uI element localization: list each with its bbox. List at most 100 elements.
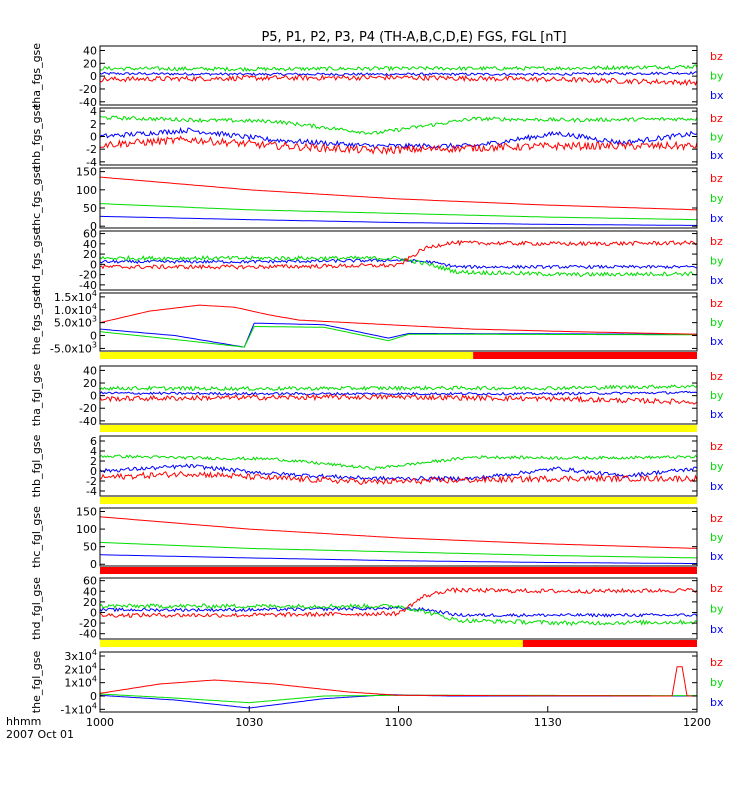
series-bz-line — [99, 304, 697, 335]
legend-bx: bx — [710, 480, 724, 493]
status-bar-segment — [473, 352, 697, 359]
series-by-line — [99, 326, 697, 348]
y-axis-label: the_fgs_gse — [30, 289, 43, 354]
y-tick-label: -40 — [79, 279, 97, 292]
legend-bz: bz — [710, 172, 723, 185]
y-tick-label: 0 — [90, 606, 97, 619]
legend-bz: bz — [710, 50, 723, 63]
y-tick-label: -1x104 — [60, 701, 97, 716]
series-by-line — [99, 64, 698, 72]
legend-by: by — [710, 131, 724, 144]
y-tick-label: 0 — [90, 558, 97, 571]
chart-title: P5, P1, P2, P3, P4 (TH-A,B,C,D,E) FGS, F… — [261, 30, 566, 45]
y-tick-label: 40 — [83, 44, 97, 57]
status-bar-segment — [100, 352, 474, 359]
x-axis-label-hhmm: hhmm — [6, 715, 41, 728]
y-tick-label: 0 — [90, 465, 97, 478]
legend-by: by — [710, 603, 724, 616]
legend-by: by — [710, 389, 724, 402]
y-tick-label: 150 — [76, 506, 97, 519]
y-tick-label: -40 — [79, 628, 97, 641]
legend-bz: bz — [710, 297, 723, 310]
y-tick-label: 50 — [83, 541, 97, 554]
y-tick-label: 40 — [83, 238, 97, 251]
y-axis-label: thd_fgl_gse — [30, 577, 43, 640]
y-tick-label: 60 — [83, 228, 97, 241]
y-axis-label: thb_fgs_gse — [30, 104, 43, 170]
panel-frame — [99, 577, 698, 640]
legend-bx: bx — [710, 89, 724, 102]
legend-by: by — [710, 316, 724, 329]
panel-thb-fgs: 420-2-4 thb_fgs_gse bz by bx — [30, 104, 724, 170]
y-tick-label: -4 — [86, 485, 97, 498]
status-bar-segment — [100, 640, 523, 647]
y-tick-label: 40 — [83, 364, 97, 377]
legend-bz: bz — [710, 656, 723, 669]
legend-bz: bz — [710, 112, 723, 125]
y-tick-label: -20 — [79, 269, 97, 282]
panel-frame — [99, 230, 698, 291]
series-by-line — [99, 602, 698, 627]
panel-frame — [99, 167, 698, 229]
y-tick-label: 60 — [83, 575, 97, 588]
y-tick-label: 2x104 — [64, 661, 97, 676]
series-bx-line — [99, 126, 698, 150]
panel-frame — [99, 45, 698, 106]
legend-bx: bx — [710, 212, 724, 225]
series-by-line — [99, 384, 698, 392]
y-tick-label: 4 — [90, 445, 97, 458]
legend-bz: bz — [710, 440, 723, 453]
y-tick-label: -20 — [79, 402, 97, 415]
legend-bx: bx — [710, 274, 724, 287]
series-by-line — [99, 454, 698, 471]
x-tick-label: 1100 — [385, 716, 413, 729]
panel-frame — [99, 435, 698, 497]
series-by-line — [99, 254, 698, 278]
y-tick-label: 40 — [83, 585, 97, 598]
series-bx-line — [100, 215, 698, 226]
series-bz-line — [99, 666, 697, 697]
y-tick-label: 20 — [83, 248, 97, 261]
series-by-line — [99, 115, 698, 135]
legend-by: by — [710, 676, 724, 689]
series-bx-line — [99, 71, 698, 77]
y-tick-label: -40 — [79, 96, 97, 109]
legend-bz: bz — [710, 235, 723, 248]
y-axis-label: the_fgl_gse — [30, 651, 43, 714]
y-tick-label: 20 — [83, 377, 97, 390]
y-axis-label: thc_fgs_gse — [30, 166, 43, 231]
panel-frame — [99, 365, 698, 425]
x-tick-label: 1200 — [683, 716, 711, 729]
series-bx-line — [100, 554, 697, 564]
status-bar-segment — [100, 425, 697, 432]
legend-by: by — [710, 460, 724, 473]
y-tick-label: 6 — [90, 435, 97, 448]
x-tick-label: 1130 — [534, 716, 562, 729]
y-tick-label: 0 — [90, 131, 97, 144]
y-tick-label: 3x104 — [64, 648, 97, 663]
legend-bx: bx — [710, 149, 724, 162]
legend-by: by — [710, 531, 724, 544]
panel-frame — [99, 507, 698, 567]
y-tick-label: 20 — [83, 596, 97, 609]
legend-by: by — [710, 70, 724, 83]
y-tick-label: 0 — [90, 690, 97, 703]
panel-thc-fgl: 150 100 50 0 thc_fgl_gse bz by bx — [30, 506, 724, 574]
y-tick-label: 150 — [76, 166, 97, 179]
y-tick-label: -40 — [79, 415, 97, 428]
y-tick-label: 2 — [90, 118, 97, 131]
legend-by: by — [710, 255, 724, 268]
y-tick-label: -20 — [79, 617, 97, 630]
series-bz-line — [99, 516, 698, 549]
series-bz-line — [99, 470, 698, 486]
legend-by: by — [710, 192, 724, 205]
x-axis: 1000 1030 1100 1130 1200 — [86, 706, 711, 729]
